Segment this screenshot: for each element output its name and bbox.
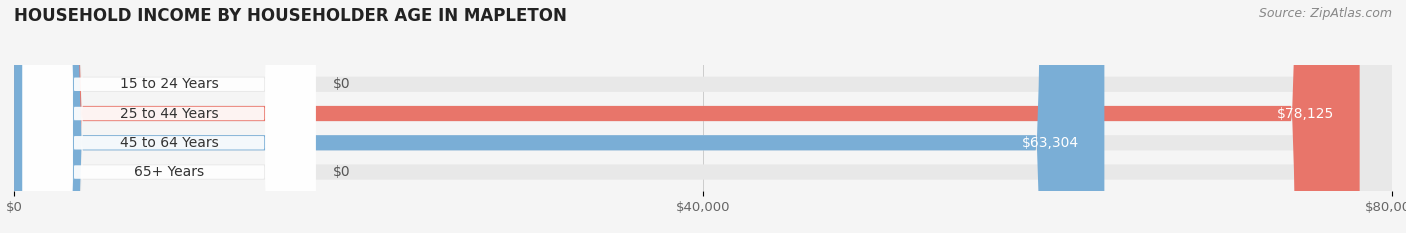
FancyBboxPatch shape bbox=[14, 0, 1392, 233]
FancyBboxPatch shape bbox=[22, 0, 315, 233]
FancyBboxPatch shape bbox=[22, 0, 315, 233]
Text: 15 to 24 Years: 15 to 24 Years bbox=[120, 77, 218, 91]
FancyBboxPatch shape bbox=[22, 0, 315, 233]
Text: Source: ZipAtlas.com: Source: ZipAtlas.com bbox=[1258, 7, 1392, 20]
Text: $78,125: $78,125 bbox=[1277, 106, 1334, 120]
FancyBboxPatch shape bbox=[22, 0, 315, 233]
Text: 25 to 44 Years: 25 to 44 Years bbox=[120, 106, 218, 120]
Text: HOUSEHOLD INCOME BY HOUSEHOLDER AGE IN MAPLETON: HOUSEHOLD INCOME BY HOUSEHOLDER AGE IN M… bbox=[14, 7, 567, 25]
Text: $0: $0 bbox=[333, 165, 350, 179]
Text: $0: $0 bbox=[333, 77, 350, 91]
FancyBboxPatch shape bbox=[14, 0, 1392, 233]
FancyBboxPatch shape bbox=[14, 0, 1104, 233]
Text: 65+ Years: 65+ Years bbox=[134, 165, 204, 179]
Text: 45 to 64 Years: 45 to 64 Years bbox=[120, 136, 218, 150]
FancyBboxPatch shape bbox=[14, 0, 1392, 233]
FancyBboxPatch shape bbox=[14, 0, 1392, 233]
Text: $63,304: $63,304 bbox=[1021, 136, 1078, 150]
FancyBboxPatch shape bbox=[14, 0, 1360, 233]
